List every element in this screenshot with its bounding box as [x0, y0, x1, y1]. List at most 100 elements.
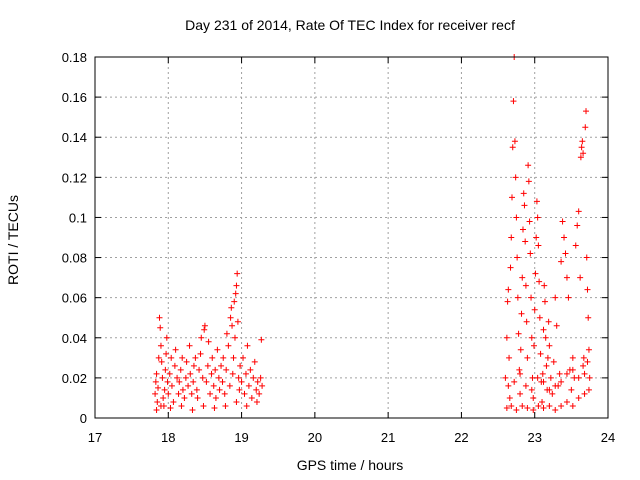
data-point	[517, 370, 524, 377]
data-point	[546, 402, 553, 409]
data-point	[546, 342, 553, 349]
data-point	[515, 330, 522, 337]
data-point	[172, 346, 179, 353]
data-point	[562, 250, 569, 257]
x-tick-label: 20	[308, 430, 322, 445]
data-point	[558, 258, 565, 265]
data-point	[170, 398, 177, 405]
data-point	[519, 226, 526, 233]
data-point	[552, 294, 559, 301]
data-point	[524, 404, 531, 411]
data-point	[157, 342, 164, 349]
data-point	[230, 354, 237, 361]
data-point	[253, 386, 260, 393]
data-point	[161, 386, 168, 393]
data-point	[188, 390, 195, 397]
x-tick-label: 22	[454, 430, 468, 445]
data-point	[163, 334, 170, 341]
data-point	[579, 138, 586, 145]
data-point	[233, 282, 240, 289]
data-point	[199, 374, 206, 381]
data-point	[153, 370, 160, 377]
data-point	[535, 402, 542, 409]
data-point	[175, 390, 182, 397]
data-point	[194, 394, 201, 401]
data-point	[522, 382, 529, 389]
data-point	[523, 318, 530, 325]
data-point	[528, 334, 535, 341]
data-point	[168, 354, 175, 361]
data-point	[503, 404, 510, 411]
data-point	[248, 394, 255, 401]
y-tick-label: 0.16	[62, 90, 87, 105]
data-point	[553, 322, 560, 329]
data-point	[258, 336, 265, 343]
data-point	[509, 144, 516, 151]
data-point	[186, 342, 193, 349]
data-point	[164, 378, 171, 385]
data-point	[257, 374, 264, 381]
data-point	[563, 274, 570, 281]
data-point	[577, 274, 584, 281]
data-point	[517, 346, 524, 353]
data-point	[569, 366, 576, 373]
data-point	[508, 234, 515, 241]
data-point	[544, 354, 551, 361]
data-point	[235, 374, 242, 381]
x-tick-label: 18	[161, 430, 175, 445]
data-point	[237, 362, 244, 369]
data-point	[529, 374, 536, 381]
data-point	[218, 362, 225, 369]
data-point	[236, 386, 243, 393]
data-point	[526, 218, 533, 225]
data-point	[527, 250, 534, 257]
data-point	[176, 378, 183, 385]
data-point	[572, 242, 579, 249]
data-point	[550, 358, 557, 365]
data-point	[505, 286, 512, 293]
data-point	[183, 358, 190, 365]
data-point	[575, 208, 582, 215]
data-point	[535, 242, 542, 249]
data-point	[581, 370, 588, 377]
data-point	[190, 362, 197, 369]
data-point	[569, 402, 576, 409]
data-point	[245, 382, 252, 389]
data-point	[534, 374, 541, 381]
data-point	[200, 402, 207, 409]
data-point	[190, 378, 197, 385]
data-point	[580, 362, 587, 369]
data-point	[545, 318, 552, 325]
data-point	[160, 394, 167, 401]
data-point	[536, 278, 543, 285]
data-point	[511, 378, 518, 385]
data-point	[231, 298, 238, 305]
data-point	[524, 354, 531, 361]
data-point	[158, 358, 165, 365]
data-point	[556, 370, 563, 377]
data-point	[189, 406, 196, 413]
y-tick-labels: 0 0.02 0.04 0.06 0.08 0.1 0.12 0.14 0.16 0.18	[62, 50, 87, 426]
data-point	[583, 254, 590, 261]
data-point	[177, 366, 184, 373]
data-point	[513, 406, 520, 413]
data-point	[561, 234, 568, 241]
data-point	[558, 378, 565, 385]
data-point	[253, 398, 260, 405]
data-point	[580, 354, 587, 361]
data-point	[546, 386, 553, 393]
data-point	[204, 362, 211, 369]
data-point	[508, 194, 515, 201]
data-point	[506, 354, 513, 361]
data-point	[233, 398, 240, 405]
data-point	[531, 306, 538, 313]
data-point	[584, 358, 591, 365]
data-point	[231, 334, 238, 341]
data-point	[210, 382, 217, 389]
data-point	[530, 406, 537, 413]
data-point	[220, 354, 227, 361]
data-point	[558, 402, 565, 409]
data-point	[259, 382, 266, 389]
data-points	[152, 54, 593, 413]
